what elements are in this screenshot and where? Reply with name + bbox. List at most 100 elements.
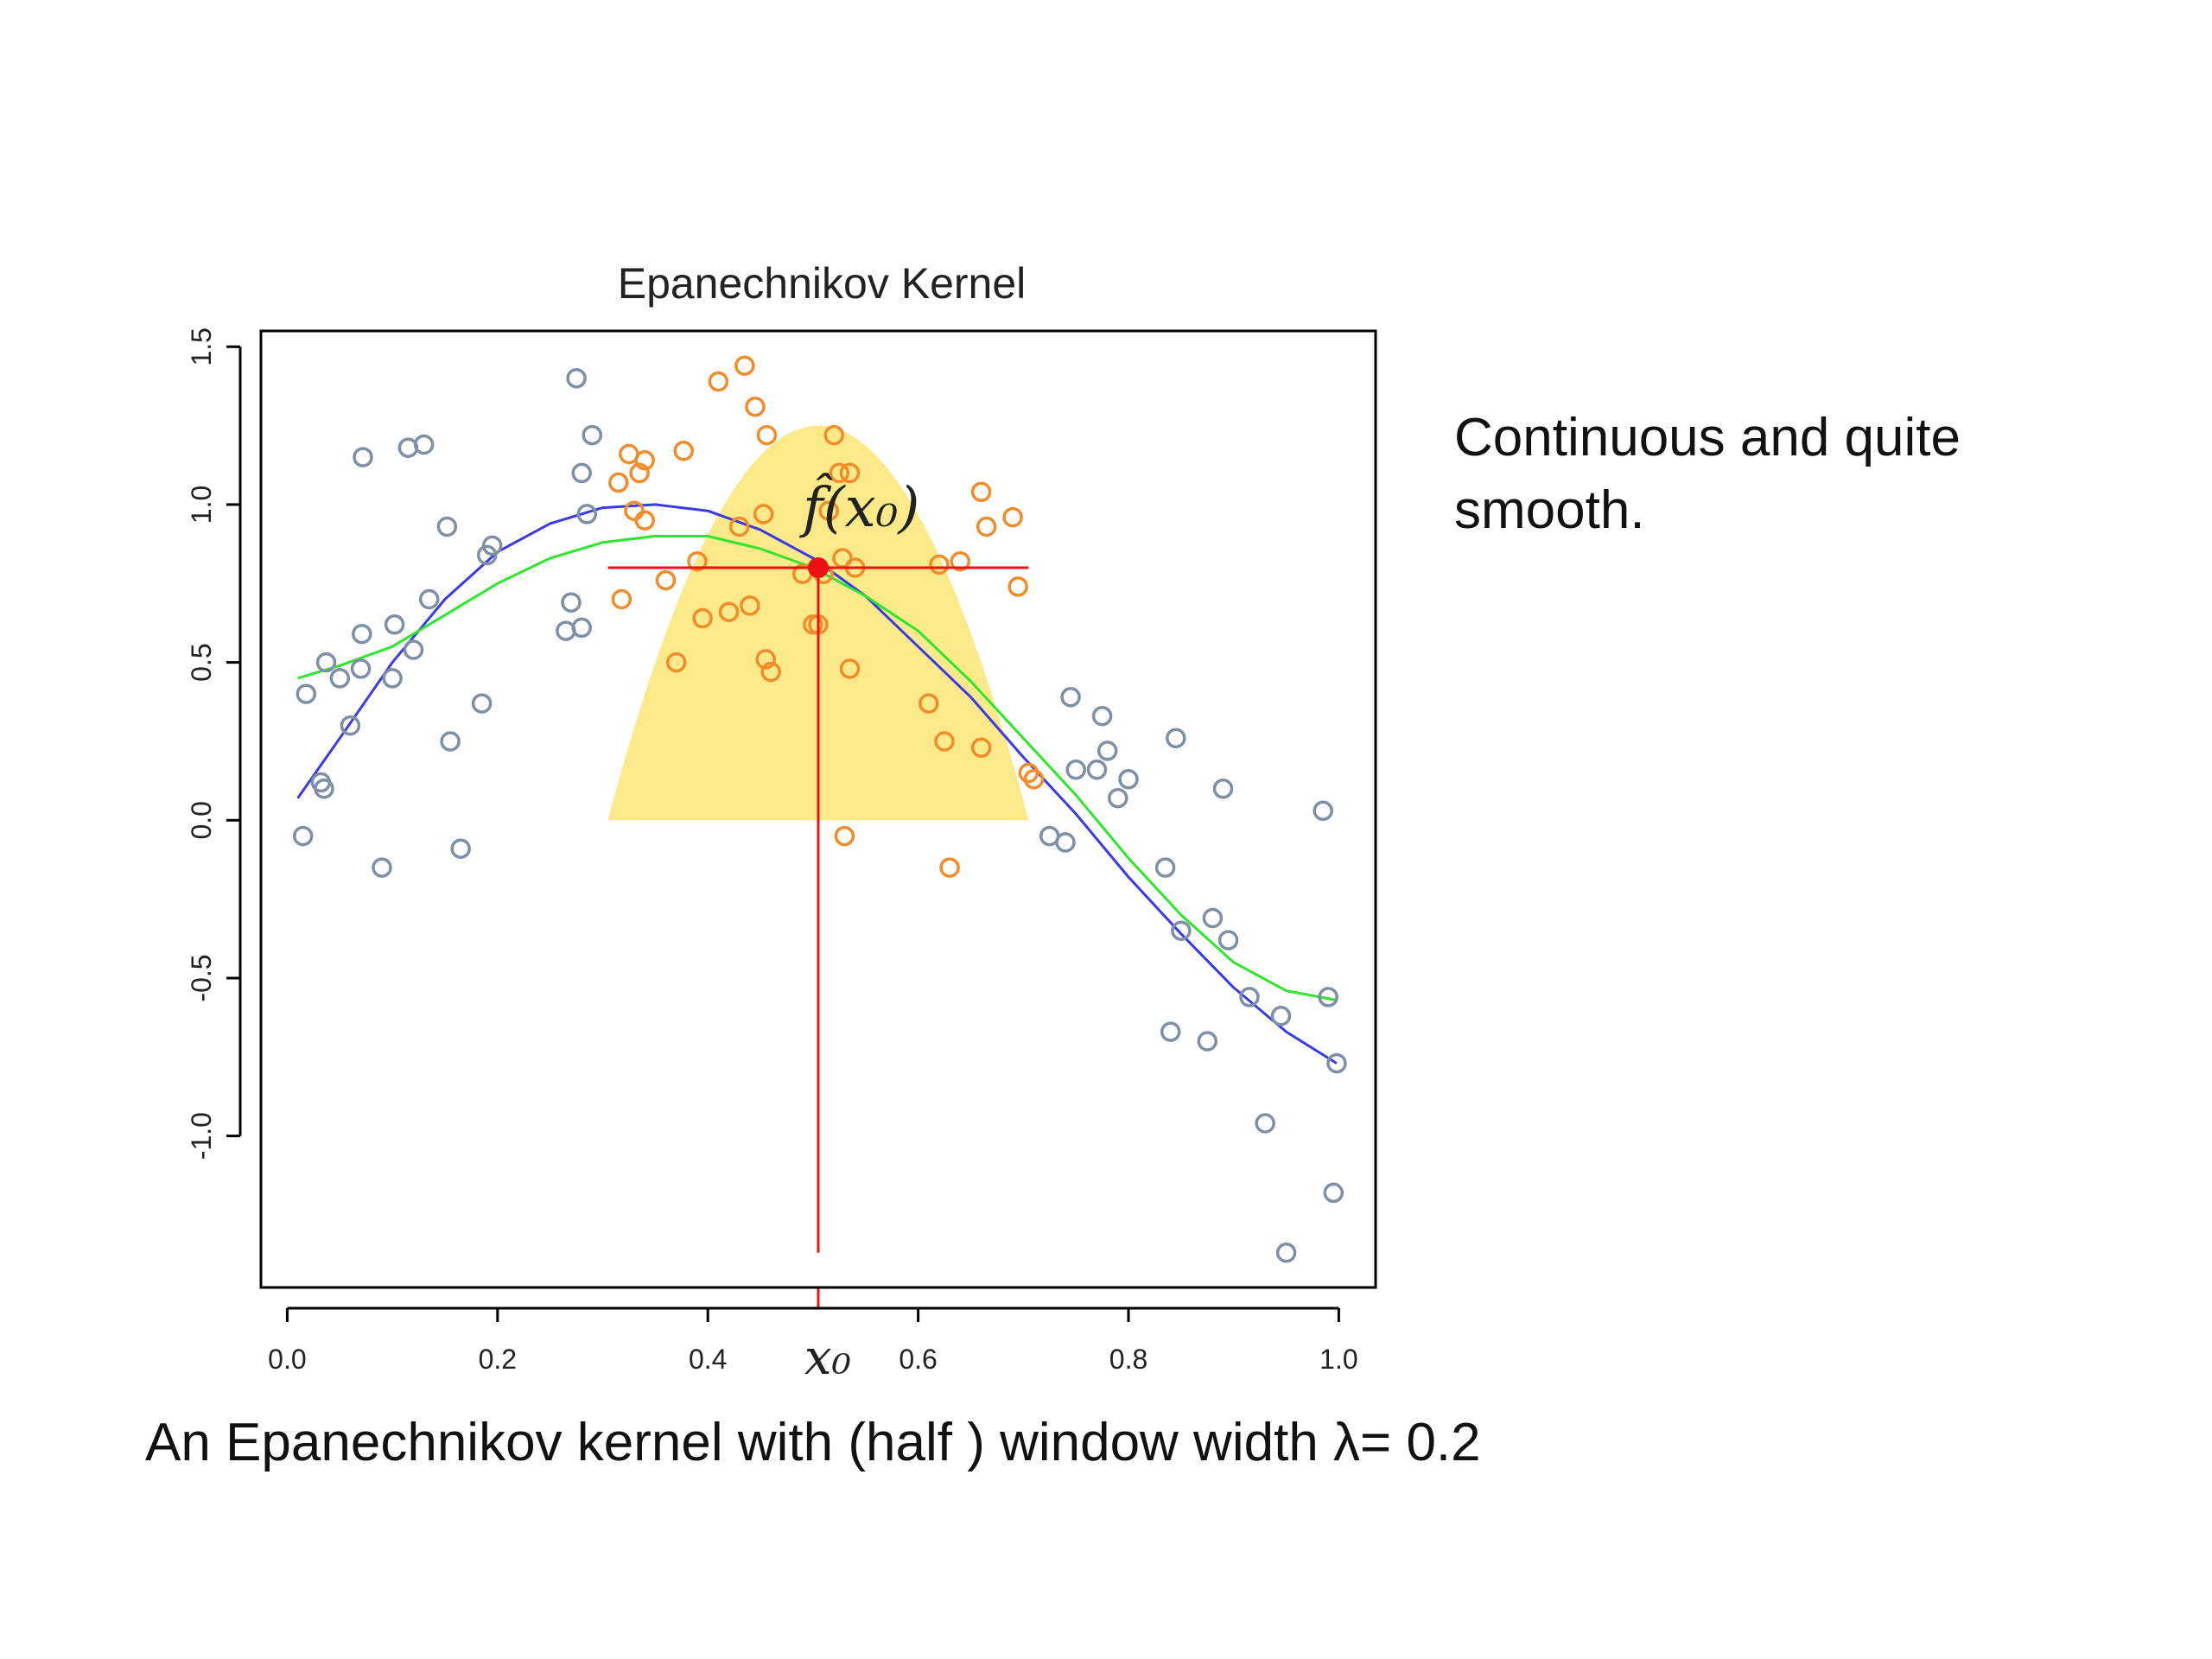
- x-tick-label: 0.2: [479, 1344, 517, 1375]
- data-point-outside: [1217, 930, 1239, 950]
- data-point-inside: [692, 607, 713, 629]
- data-point-outside: [1091, 705, 1113, 727]
- data-point-inside: [665, 652, 687, 673]
- data-point-inside: [734, 355, 755, 376]
- x-tick-label: 1.0: [1319, 1344, 1357, 1375]
- data-point-outside: [315, 652, 337, 673]
- data-point-outside: [556, 620, 576, 641]
- data-point-inside: [918, 693, 939, 714]
- side-note: Continuous and quite smooth.: [1454, 408, 1961, 540]
- data-point-inside: [655, 569, 677, 591]
- data-point-outside: [1096, 741, 1118, 761]
- data-point-inside: [1023, 769, 1045, 790]
- data-point-outside: [561, 592, 582, 613]
- data-point-inside: [634, 510, 655, 531]
- data-point-inside: [970, 737, 992, 759]
- data-point-inside: [1002, 506, 1023, 528]
- x-tick-label: 0.6: [899, 1344, 937, 1375]
- data-point-outside: [350, 658, 372, 679]
- y-tick-label: -1.0: [186, 1112, 217, 1160]
- data-point-outside: [296, 683, 317, 704]
- data-point-outside: [1239, 987, 1260, 1007]
- data-point-outside: [314, 779, 334, 799]
- data-point-outside: [1055, 832, 1076, 853]
- data-point-outside: [1212, 779, 1234, 799]
- data-point-inside: [687, 550, 708, 572]
- x-tick-label: 0.8: [1109, 1344, 1147, 1375]
- data-point-outside: [1323, 1182, 1344, 1204]
- data-point-outside: [1197, 1031, 1218, 1052]
- data-point-outside: [1065, 760, 1086, 780]
- data-point-outside: [372, 857, 392, 878]
- y-tick-label: 0.5: [186, 643, 217, 681]
- data-point-inside: [1007, 576, 1028, 597]
- y-tick-label: 1.0: [186, 486, 217, 524]
- data-point-inside: [753, 504, 774, 524]
- y-tick-label: 1.5: [186, 327, 217, 365]
- true-function-curve: [296, 503, 1338, 1065]
- data-point-inside: [950, 550, 971, 572]
- data-point-outside: [1255, 1113, 1275, 1134]
- data-point-inside: [970, 481, 992, 503]
- data-point-outside: [566, 368, 587, 389]
- data-point-inside: [839, 462, 861, 484]
- data-point-outside: [1171, 920, 1192, 941]
- data-point-inside: [976, 516, 997, 537]
- data-point-outside: [1202, 907, 1224, 929]
- data-point-inside: [708, 371, 729, 392]
- data-point-outside: [1326, 1052, 1347, 1074]
- data-point-inside: [611, 588, 632, 610]
- data-point-inside: [939, 857, 960, 878]
- data-point-inside: [718, 601, 740, 622]
- y-tick-label: -0.5: [186, 954, 217, 1001]
- data-point-inside: [728, 516, 750, 537]
- data-point-outside: [382, 668, 403, 689]
- data-point-outside: [1318, 987, 1338, 1007]
- data-point-outside: [413, 434, 435, 455]
- data-point-outside: [1166, 728, 1186, 749]
- data-point-outside: [450, 838, 471, 859]
- data-point-outside: [440, 731, 461, 752]
- data-point-outside: [329, 668, 351, 689]
- data-point-outside: [1118, 769, 1139, 790]
- data-point-inside: [818, 500, 839, 521]
- data-point-inside: [756, 424, 778, 446]
- data-point-inside: [673, 441, 694, 461]
- data-point-inside: [823, 424, 845, 446]
- data-point-inside: [745, 396, 766, 417]
- data-point-outside: [340, 715, 361, 736]
- data-point-outside: [571, 617, 592, 639]
- data-point-inside: [934, 731, 955, 752]
- data-point-outside: [1275, 1243, 1297, 1263]
- fhat-annotation: f̂(x₀): [799, 474, 919, 540]
- data-point-inside: [829, 462, 850, 484]
- data-point-outside: [436, 516, 458, 537]
- y-tick-label: 0.0: [186, 801, 217, 839]
- data-point-inside: [929, 554, 950, 575]
- data-point-inside: [839, 658, 861, 679]
- data-point-inside: [740, 595, 760, 616]
- data-point-outside: [352, 623, 372, 645]
- data-point-outside: [1160, 1021, 1181, 1042]
- data-point-outside: [403, 639, 424, 660]
- data-point-inside: [755, 649, 776, 670]
- data-point-outside: [582, 424, 603, 446]
- data-point-outside: [1108, 787, 1128, 809]
- data-point-outside: [471, 693, 493, 714]
- data-point-outside: [481, 535, 503, 556]
- data-point-outside: [571, 462, 592, 484]
- data-point-outside: [353, 447, 373, 467]
- data-point-inside: [760, 661, 781, 683]
- x-tick-label: 0.0: [268, 1344, 306, 1375]
- plot-frame: [259, 329, 1377, 1289]
- data-point-outside: [1270, 1006, 1292, 1027]
- data-point-outside: [1154, 857, 1176, 878]
- caption: An Epanechnikov kernel with (half ) wind…: [145, 1413, 1481, 1472]
- data-point-inside: [608, 472, 629, 493]
- chart-title: Epanechnikov Kernel: [618, 259, 1027, 308]
- data-point-outside: [1313, 800, 1333, 822]
- x0-annotation: x₀: [804, 1330, 851, 1386]
- data-point-outside: [384, 614, 405, 635]
